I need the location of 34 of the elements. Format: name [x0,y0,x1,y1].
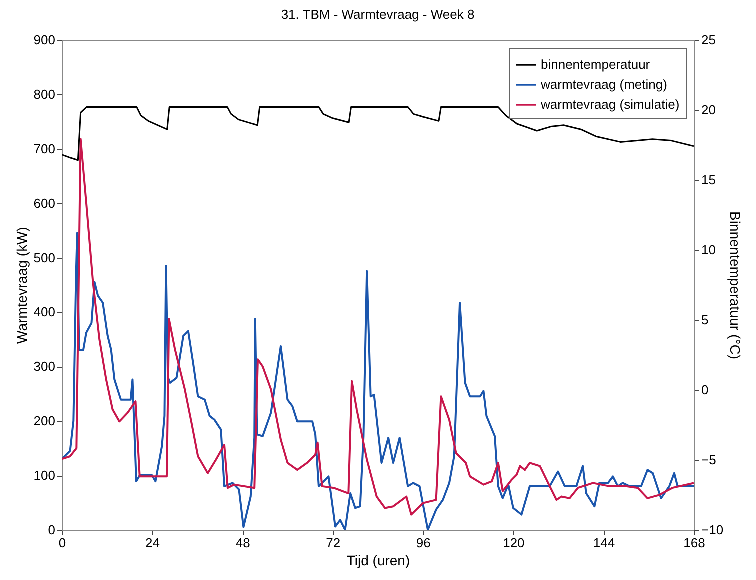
y-axis-title: Warmtevraag (kW) [14,227,30,344]
x-tick-label: 168 [684,536,706,550]
y2-tick-label: 15 [702,172,716,188]
y-tick-label: 800 [34,86,56,102]
y-tick-label: 700 [34,141,56,156]
x-tick-label: 96 [416,536,431,550]
y2-tick-label: 10 [702,242,716,258]
x-axis-title: Tijd (uren) [346,552,410,568]
legend-label: warmtevraag (simulatie) [540,97,680,112]
y2-tick-label: −10 [702,522,724,538]
y-tick-label: 900 [34,32,56,48]
y-tick-label: 300 [34,359,56,374]
y2-tick-label: 5 [702,312,709,328]
legend-label: binnentemperatuur [541,57,651,72]
x-tick-label: 24 [146,536,160,550]
x-tick-label: 144 [593,536,616,550]
y2-tick-label: 0 [702,382,709,398]
y2-tick-label: −5 [702,452,716,468]
y2-axis-title: Binnentemperatuur (°C) [728,212,744,360]
y-tick-label: 600 [34,196,56,211]
y2-tick-label: 25 [702,32,716,48]
legend-label: warmtevraag (meting) [540,77,668,92]
x-tick-label: 120 [503,536,525,550]
y-tick-label: 100 [34,468,56,484]
line-series [62,138,694,516]
y-tick-label: 500 [34,250,56,266]
y2-tick-label: 20 [702,102,716,118]
x-tick-label: 72 [326,536,341,550]
x-tick-label: 0 [58,536,66,550]
y-tick-label: 200 [34,414,56,429]
y-tick-label: 0 [48,522,56,538]
y-tick-label: 400 [34,304,56,320]
chart-title: 31. TBM - Warmtevraag - Week 8 [281,7,475,22]
x-tick-label: 48 [236,536,250,550]
